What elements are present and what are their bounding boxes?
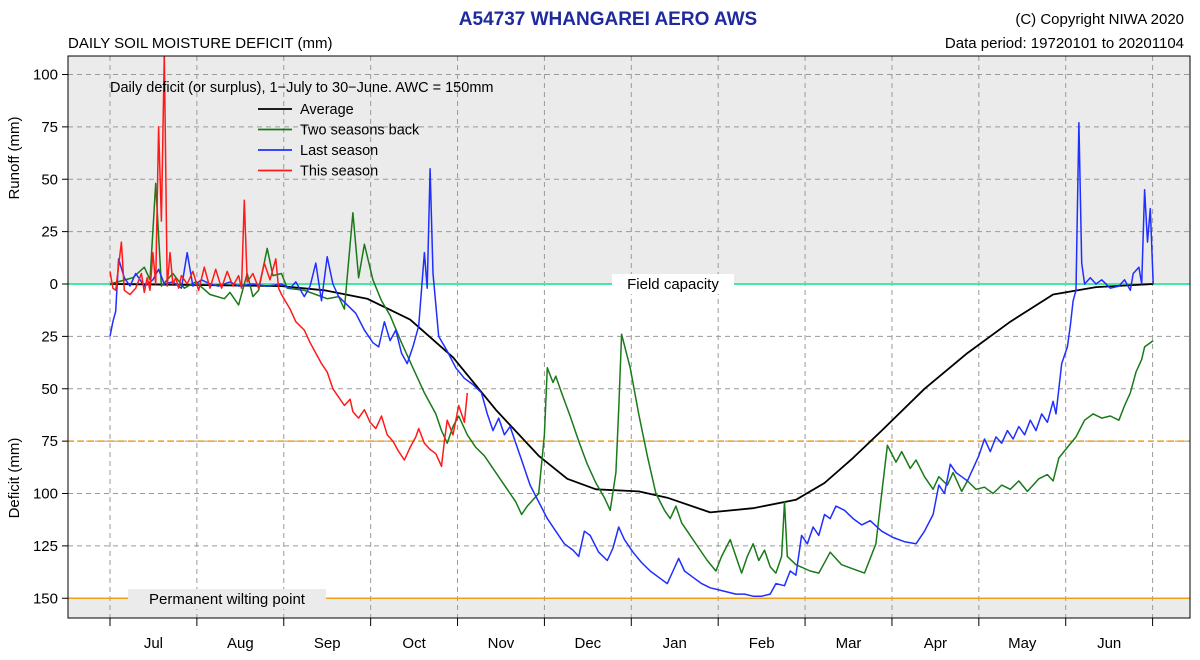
x-tick-label: Mar [836, 635, 862, 652]
legend: Average Two seasons back Last season This s… [258, 102, 420, 180]
x-tick-label: Dec [575, 635, 602, 652]
chart-subtitle: DAILY SOIL MOISTURE DEFICIT (mm) [68, 35, 332, 52]
y-tick-label: 25 [41, 328, 58, 345]
y-tick-label: 100 [33, 486, 58, 503]
x-tick-label: Nov [488, 635, 515, 652]
series-line-last [109, 121, 1154, 597]
y-tick-label: 100 [33, 67, 58, 84]
chart-title: A54737 WHANGAREI AERO AWS [459, 9, 757, 30]
x-tick-label: Jul [144, 635, 163, 652]
x-tick-label: Apr [924, 635, 947, 652]
legend-label-average: Average [300, 102, 354, 118]
legend-label-this: This season [300, 164, 378, 180]
x-tick-label: Sep [314, 635, 341, 652]
x-axis-ticks: Jul Aug Sep Oct Nov Dec Jan Feb Mar Apr May Jun [109, 618, 1154, 652]
wilting-point-label-bg [128, 589, 326, 609]
below-wilting-region-background [68, 598, 1190, 618]
series-line-average [109, 283, 1154, 514]
copyright-text: (C) Copyright NIWA 2020 [1015, 11, 1184, 28]
y-tick-label: 50 [41, 381, 58, 398]
y-tick-label: 75 [41, 119, 58, 136]
x-tick-label: Feb [749, 635, 775, 652]
legend-label-last: Last season [300, 143, 378, 159]
y-tick-label: 0 [50, 276, 58, 293]
chart-note: Daily deficit (or surplus), 1−July to 30… [110, 80, 493, 96]
runoff-axis-label: Runoff (mm) [6, 116, 23, 199]
x-tick-label: Jan [663, 635, 687, 652]
x-tick-label: Aug [227, 635, 254, 652]
series-layer [109, 56, 1154, 597]
deficit-axis-label: Deficit (mm) [6, 438, 23, 519]
x-tick-label: Jun [1097, 635, 1121, 652]
y-tick-label: 150 [33, 590, 58, 607]
y-axis-ticks: 25 50 75 100 0 25 50 75 100 125 150 [33, 67, 68, 607]
y-tick-label: 125 [33, 538, 58, 555]
runoff-region-background [68, 56, 1190, 284]
x-tick-label: May [1008, 635, 1037, 652]
data-period-text: Data period: 19720101 to 20201104 [945, 35, 1184, 52]
y-tick-label: 50 [41, 171, 58, 188]
field-capacity-label: Field capacity [627, 276, 719, 293]
legend-label-two-back: Two seasons back [300, 123, 420, 139]
wilting-point-label: Permanent wilting point [149, 591, 306, 608]
series-line-this [109, 56, 469, 468]
y-tick-label: 75 [41, 433, 58, 450]
field-capacity-label-bg [612, 274, 734, 294]
plot-border [67, 55, 1191, 619]
x-tick-label: Oct [402, 635, 426, 652]
series-line-two-back [109, 182, 1154, 574]
y-tick-label: 25 [41, 224, 58, 241]
